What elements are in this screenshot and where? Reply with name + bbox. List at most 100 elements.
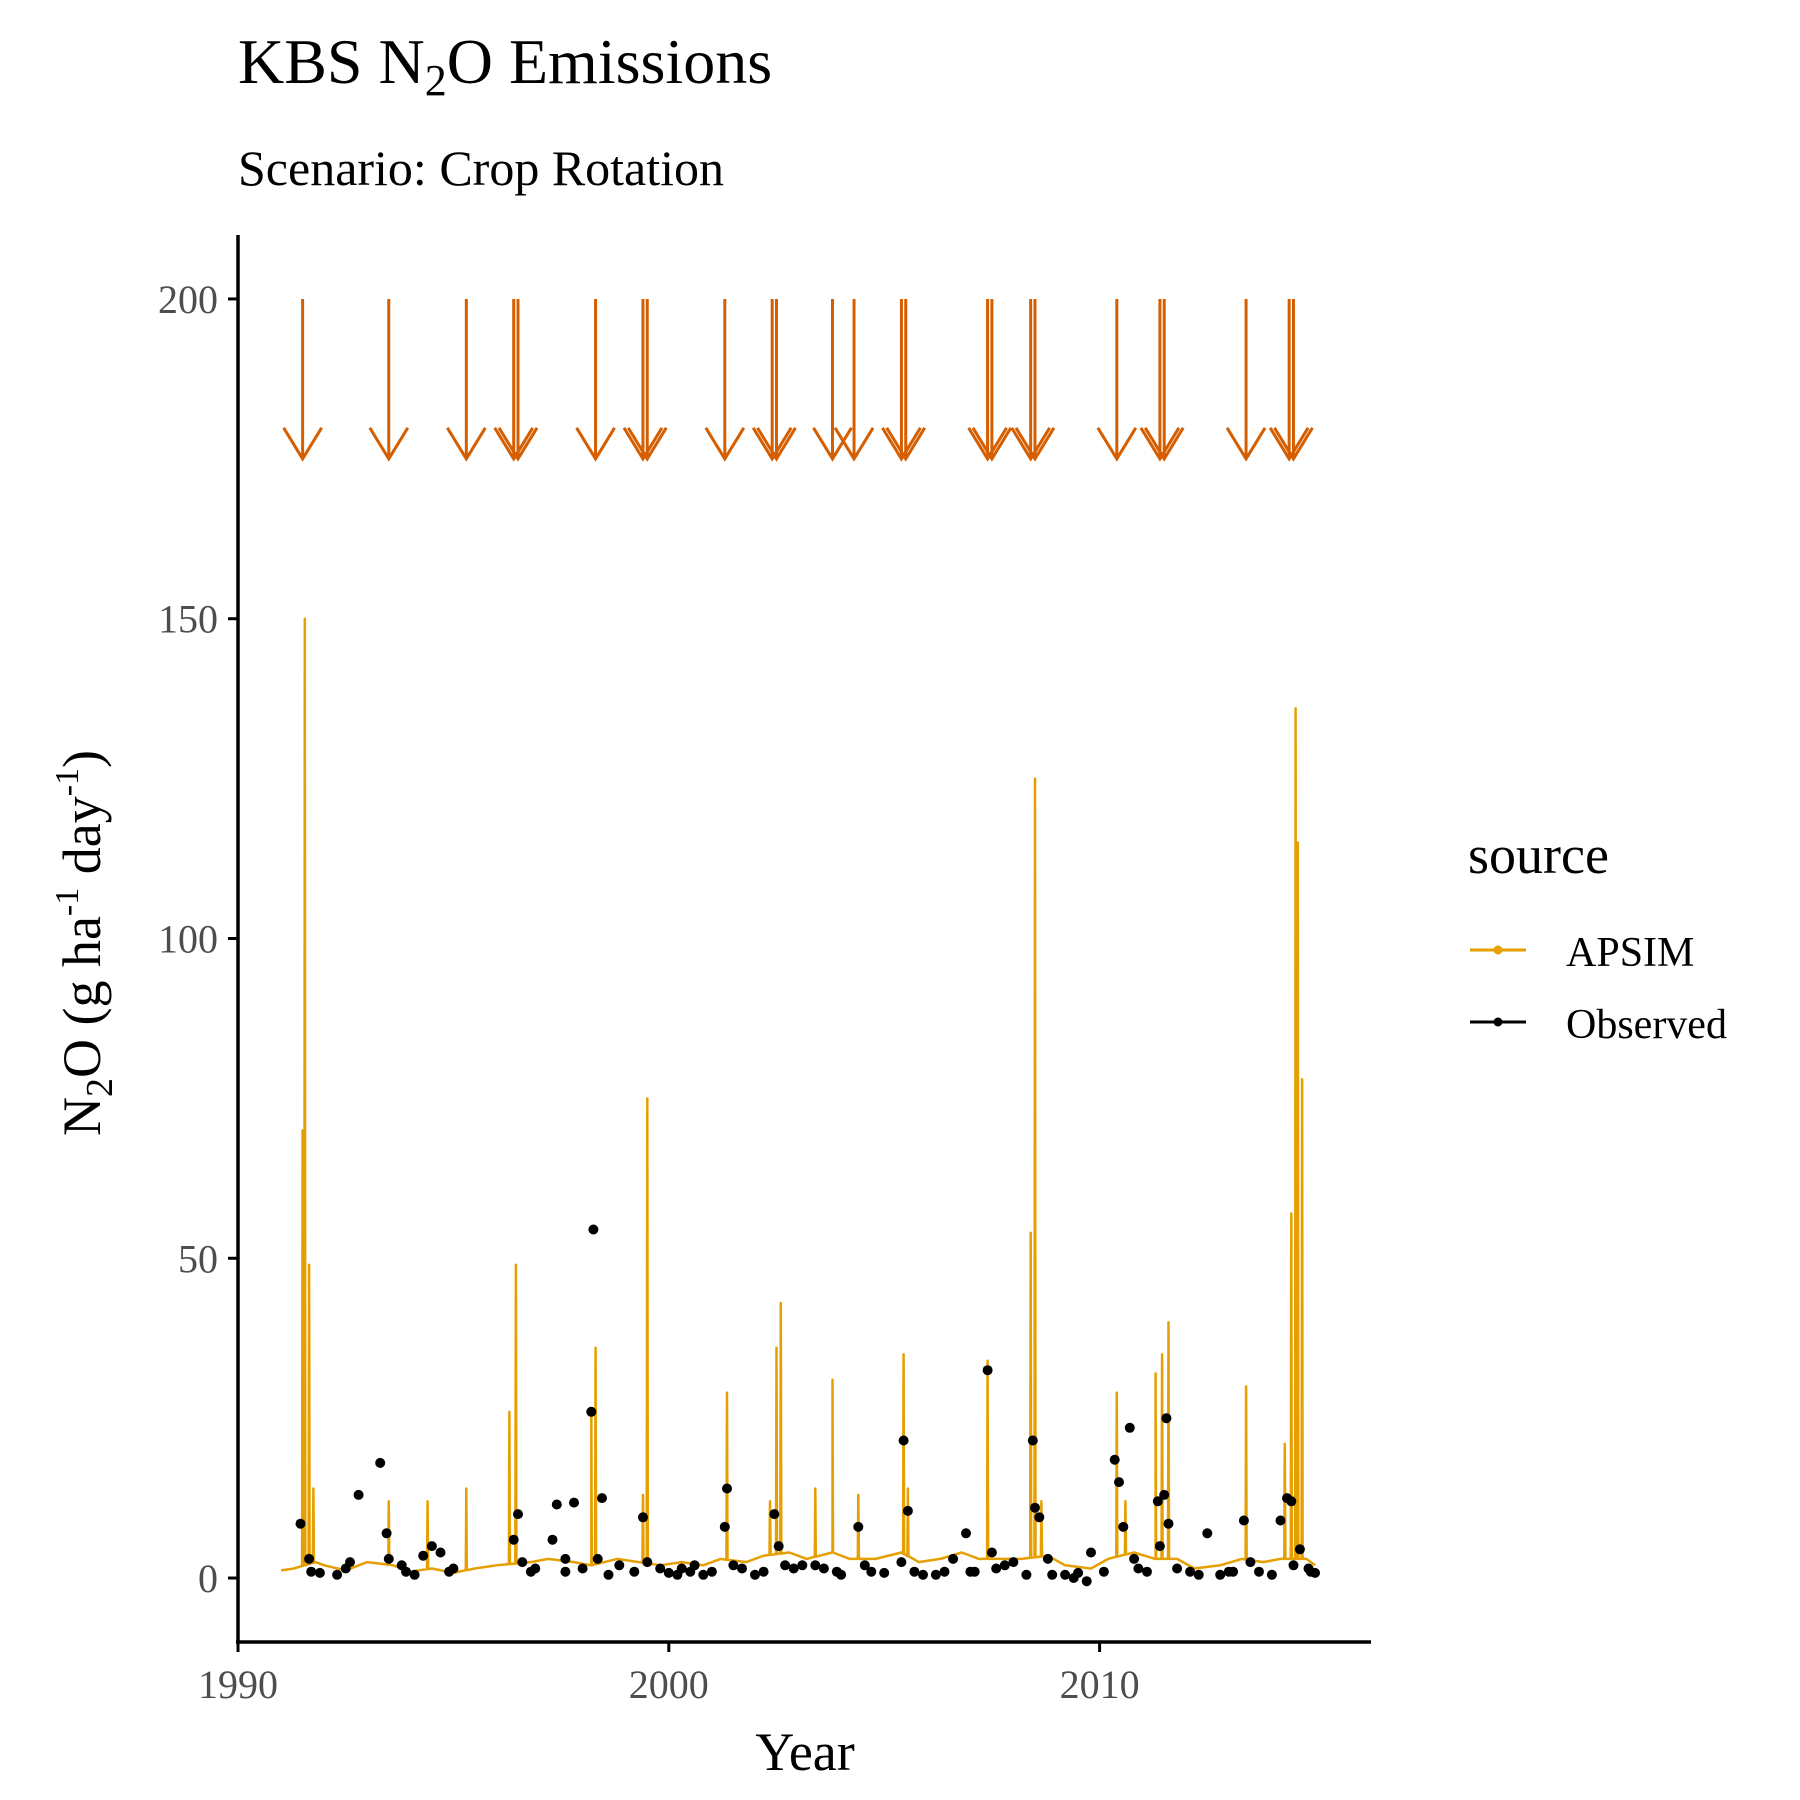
observed-point bbox=[1118, 1521, 1129, 1532]
observed-point bbox=[879, 1567, 890, 1578]
harvest-arrow bbox=[497, 298, 539, 462]
observed-point bbox=[898, 1435, 909, 1446]
y-tick-label: 150 bbox=[158, 597, 218, 642]
observed-point bbox=[517, 1557, 528, 1568]
harvest-arrow bbox=[967, 298, 1008, 462]
observed-point bbox=[797, 1560, 808, 1571]
x-axis-ticks: 1990 2000 2010 bbox=[198, 1642, 1140, 1707]
observed-point bbox=[353, 1489, 364, 1500]
harvest-arrow bbox=[1268, 298, 1310, 462]
observed-point bbox=[1245, 1557, 1256, 1568]
observed-point bbox=[345, 1557, 355, 1568]
observed-point bbox=[866, 1566, 877, 1577]
observed-point bbox=[698, 1569, 709, 1580]
observed-point bbox=[614, 1560, 625, 1571]
observed-point bbox=[853, 1521, 864, 1532]
y-tick-label: 50 bbox=[178, 1236, 218, 1281]
harvest-arrow bbox=[1225, 298, 1267, 462]
harvest-arrow bbox=[493, 298, 534, 462]
harvest-arrow bbox=[704, 298, 746, 462]
legend-label-observed: Observed bbox=[1566, 1002, 1727, 1048]
observed-point bbox=[530, 1563, 541, 1574]
harvest-arrow bbox=[751, 298, 793, 462]
harvest-arrow bbox=[626, 298, 668, 462]
observed-point bbox=[961, 1528, 971, 1539]
observed-point bbox=[1202, 1528, 1213, 1539]
harvest-arrow bbox=[575, 298, 616, 462]
observed-point bbox=[859, 1560, 870, 1571]
observed-point bbox=[577, 1563, 588, 1574]
observed-point bbox=[991, 1563, 1002, 1574]
observed-point bbox=[1129, 1553, 1140, 1564]
observed-point bbox=[948, 1553, 959, 1564]
harvest-arrow bbox=[1010, 298, 1051, 462]
harvest-arrow bbox=[756, 298, 797, 462]
observed-point bbox=[722, 1483, 732, 1494]
harvest-arrow bbox=[622, 298, 664, 462]
observed-point bbox=[1081, 1576, 1092, 1587]
observed-point bbox=[1275, 1515, 1286, 1526]
observed-point bbox=[560, 1566, 571, 1577]
observed-point bbox=[513, 1509, 523, 1520]
observed-point bbox=[719, 1521, 730, 1532]
observed-point bbox=[306, 1566, 317, 1577]
observed-point bbox=[1109, 1454, 1120, 1465]
harvest-arrows bbox=[282, 298, 1314, 462]
harvest-arrow bbox=[1143, 298, 1185, 462]
harvest-arrow bbox=[971, 298, 1013, 462]
observed-point bbox=[1068, 1573, 1079, 1583]
observed-point bbox=[965, 1566, 976, 1577]
observed-point bbox=[1254, 1566, 1264, 1577]
legend-dot-observed bbox=[1493, 1017, 1503, 1027]
observed-point bbox=[939, 1566, 950, 1577]
observed-point bbox=[642, 1557, 653, 1568]
observed-point bbox=[1021, 1569, 1032, 1580]
observed-point bbox=[304, 1553, 315, 1564]
legend-title: source bbox=[1468, 825, 1609, 885]
observed-point bbox=[551, 1499, 562, 1510]
observed-point bbox=[836, 1569, 847, 1580]
observed-point bbox=[1124, 1422, 1135, 1433]
observed-point bbox=[769, 1509, 780, 1520]
observed-point bbox=[1042, 1553, 1053, 1564]
harvest-arrow bbox=[881, 298, 922, 462]
observed-point bbox=[676, 1563, 687, 1574]
observed-point bbox=[1154, 1541, 1165, 1552]
harvest-arrow bbox=[1096, 298, 1138, 462]
x-axis-title: Year bbox=[755, 1722, 855, 1782]
observed-point bbox=[569, 1497, 579, 1508]
observed-point bbox=[896, 1557, 907, 1568]
observed-point bbox=[909, 1566, 920, 1577]
legend: source APSIM Observed bbox=[1468, 825, 1727, 1048]
observed-point bbox=[418, 1550, 429, 1561]
observed-point bbox=[426, 1541, 437, 1552]
observed-point bbox=[375, 1457, 386, 1468]
observed-point bbox=[1008, 1557, 1019, 1568]
observed-point bbox=[1286, 1496, 1297, 1507]
observed-point bbox=[1161, 1413, 1172, 1424]
observed-point bbox=[1159, 1489, 1170, 1500]
observed-point bbox=[508, 1534, 519, 1545]
observed-point bbox=[295, 1518, 306, 1529]
observed-point bbox=[810, 1560, 821, 1571]
chart-title: KBS N2O Emissions bbox=[238, 26, 772, 105]
harvest-arrow bbox=[833, 298, 875, 462]
legend-label-apsim: APSIM bbox=[1566, 930, 1694, 976]
observed-point bbox=[383, 1553, 394, 1564]
observed-point bbox=[448, 1563, 459, 1574]
observed-point bbox=[1294, 1544, 1305, 1555]
observed-point bbox=[1185, 1566, 1196, 1577]
legend-dot-apsim bbox=[1493, 945, 1503, 955]
harvest-arrow bbox=[446, 298, 487, 462]
observed-point bbox=[381, 1528, 392, 1539]
observed-point bbox=[706, 1566, 717, 1577]
observed-point bbox=[930, 1569, 941, 1580]
observed-point bbox=[780, 1560, 791, 1571]
observed-point bbox=[1163, 1518, 1174, 1529]
observed-point bbox=[1238, 1515, 1249, 1526]
y-tick-label: 0 bbox=[198, 1556, 218, 1601]
observed-point bbox=[818, 1563, 829, 1574]
observed-point bbox=[663, 1567, 674, 1578]
